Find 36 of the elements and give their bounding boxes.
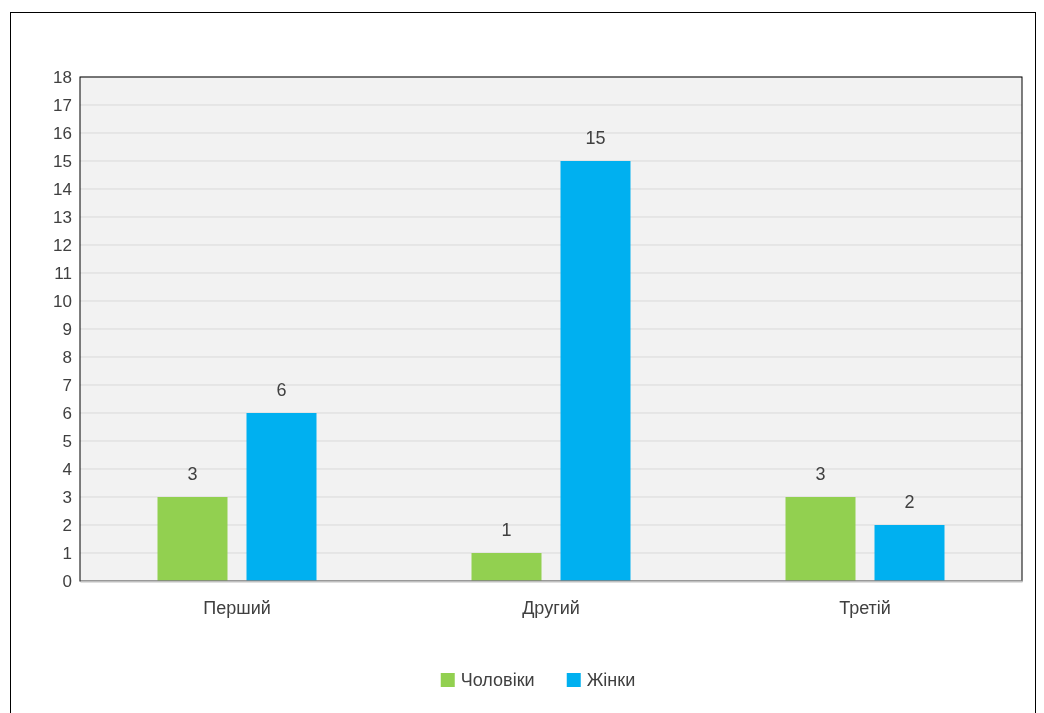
bar: [157, 497, 228, 581]
bar: [874, 525, 945, 581]
y-tick-label: 8: [62, 347, 72, 367]
x-tick-label: Перший: [203, 597, 271, 618]
y-tick-label: 13: [53, 207, 72, 227]
data-label: 3: [187, 464, 198, 484]
y-tick-label: 10: [53, 291, 72, 311]
data-label: 1: [501, 520, 512, 540]
y-tick-label: 14: [53, 179, 72, 199]
y-tick-label: 3: [62, 487, 72, 507]
x-tick-label: Третій: [839, 597, 891, 618]
y-tick-label: 9: [62, 319, 72, 339]
data-label: 6: [276, 380, 287, 400]
y-tick-label: 11: [54, 263, 72, 283]
bar: [560, 161, 631, 581]
y-tick-label: 12: [53, 235, 72, 255]
legend-label: Жінки: [586, 670, 636, 690]
data-label: 3: [815, 464, 826, 484]
y-tick-label: 1: [62, 543, 72, 563]
y-tick-label: 2: [62, 515, 72, 535]
data-label: 2: [904, 492, 915, 512]
x-tick-label: Другий: [522, 597, 580, 618]
y-tick-label: 15: [53, 151, 72, 171]
bar: [785, 497, 856, 581]
y-tick-label: 7: [62, 375, 72, 395]
y-tick-label: 16: [53, 123, 72, 143]
data-label: 15: [585, 128, 606, 148]
y-tick-label: 18: [53, 67, 72, 87]
y-tick-label: 6: [62, 403, 72, 423]
legend-label: Чоловіки: [460, 670, 535, 690]
y-tick-label: 4: [62, 459, 72, 479]
y-tick-label: 0: [62, 571, 72, 591]
bar: [246, 413, 317, 581]
y-tick-label: 17: [53, 95, 72, 115]
y-tick-label: 5: [62, 431, 72, 451]
bar: [471, 553, 542, 581]
